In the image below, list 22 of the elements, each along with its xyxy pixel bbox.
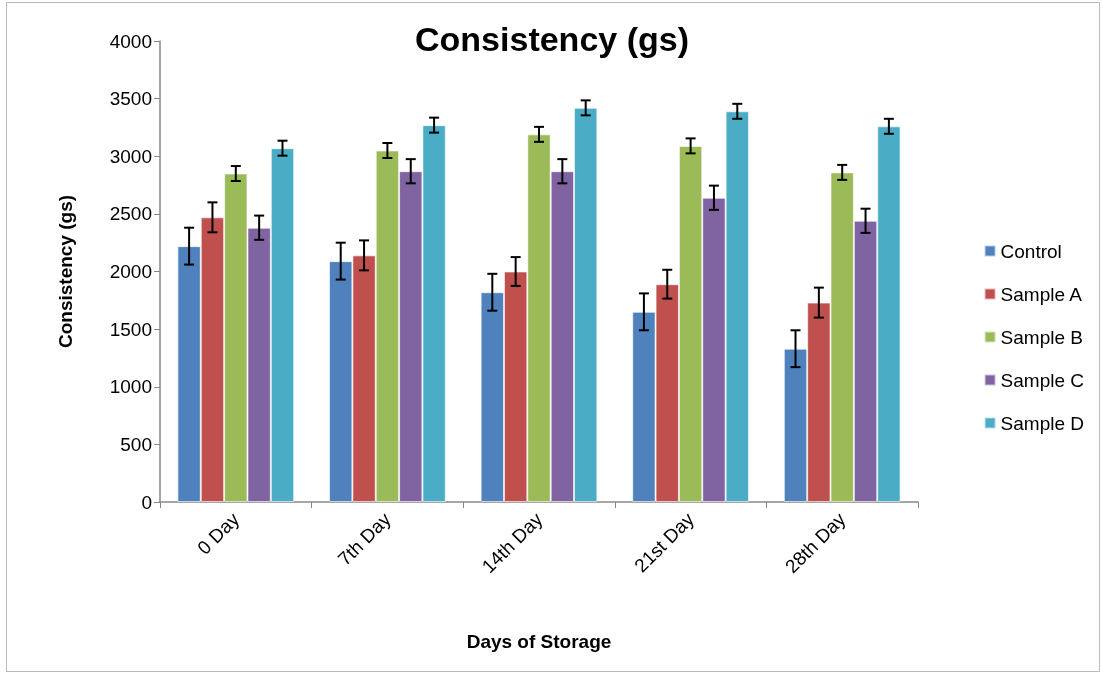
x-axis-title: Days of Storage bbox=[466, 631, 612, 652]
legend-label: Control bbox=[1000, 240, 1062, 262]
y-tick-label: 3500 bbox=[109, 88, 152, 110]
x-tick-label: 14th Day bbox=[477, 508, 547, 578]
y-tick-label: 2000 bbox=[109, 261, 152, 282]
x-tick-label: 0 Day bbox=[193, 508, 244, 559]
y-tick-label: 0 bbox=[141, 491, 152, 513]
x-tick-label: 28th Day bbox=[781, 508, 850, 578]
legend-label: Sample B bbox=[1000, 326, 1083, 348]
x-tick-label: 7th Day bbox=[333, 508, 396, 570]
chart-title: Consistency (gs) bbox=[415, 20, 689, 58]
legend-label: Sample A bbox=[1000, 283, 1083, 305]
legend-label: Sample D bbox=[1000, 412, 1084, 434]
y-tick-label: 1000 bbox=[109, 376, 152, 398]
y-tick-label: 1500 bbox=[109, 318, 152, 340]
legend-label: Sample C bbox=[1000, 369, 1084, 391]
y-axis-title: Consistency (gs) bbox=[55, 194, 76, 349]
x-tick-label: 21st Day bbox=[630, 508, 699, 577]
y-tick-label: 4000 bbox=[109, 30, 152, 52]
y-tick-label: 500 bbox=[120, 433, 152, 455]
y-tick-label: 3000 bbox=[109, 145, 152, 167]
y-tick-label: 2500 bbox=[109, 203, 152, 225]
